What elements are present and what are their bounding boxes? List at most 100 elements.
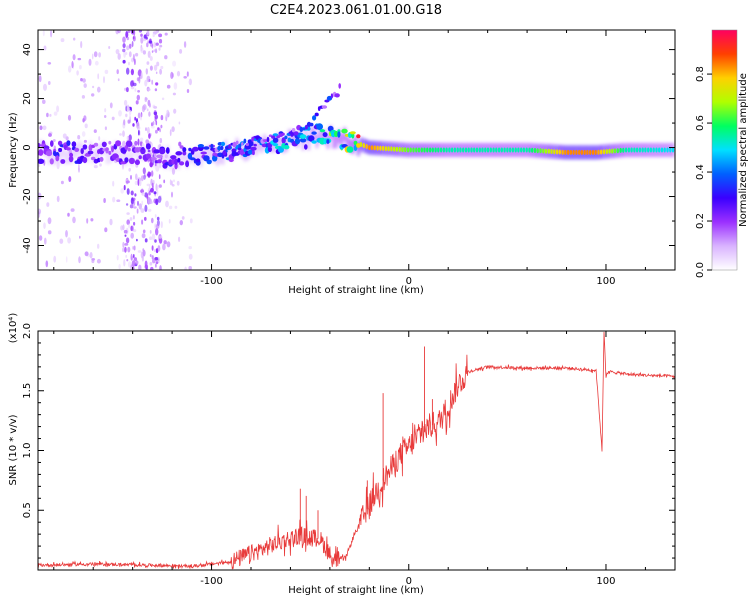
- noise-speckle: [49, 113, 52, 117]
- noise-speckle: [70, 208, 75, 212]
- track-mark: [145, 153, 151, 159]
- track-mark: [404, 147, 407, 153]
- y-tick-label: 0: [22, 144, 33, 150]
- noise-speckle: [159, 128, 162, 133]
- track-halo: [141, 147, 145, 162]
- track-mark: [641, 147, 644, 153]
- noise-speckle: [67, 212, 70, 217]
- track-mark: [38, 142, 41, 148]
- noise-speckle: [130, 253, 133, 261]
- noise-speckle: [142, 167, 146, 175]
- branch-mark: [321, 105, 328, 109]
- noise-speckle: [123, 185, 126, 191]
- noise-speckle: [149, 236, 153, 240]
- track-halo: [191, 148, 195, 163]
- noise-speckle: [176, 70, 181, 77]
- track-mark: [185, 161, 190, 168]
- noise-speckle: [146, 30, 150, 36]
- noise-speckle: [122, 48, 126, 53]
- track-mark: [470, 147, 473, 153]
- noise-speckle: [158, 235, 163, 239]
- noise-speckle: [133, 245, 136, 251]
- track-mark: [376, 145, 379, 151]
- track-mark: [531, 147, 534, 153]
- track-mark: [428, 147, 432, 153]
- track-mark: [478, 147, 481, 153]
- noise-speckle: [171, 167, 176, 175]
- noise-speckle: [86, 218, 89, 224]
- track-mark: [669, 147, 672, 153]
- noise-speckle: [91, 259, 95, 264]
- branch-mark: [334, 93, 340, 98]
- noise-speckle: [122, 36, 126, 43]
- branch-mark: [284, 135, 288, 140]
- noise-speckles: [38, 30, 193, 270]
- track-mark: [647, 147, 650, 153]
- noise-speckle: [144, 204, 148, 212]
- track-mark: [337, 131, 341, 138]
- noise-speckle: [137, 71, 140, 76]
- track-mark: [622, 147, 625, 153]
- track-mark: [197, 144, 204, 148]
- noise-speckle: [151, 79, 154, 85]
- branch-mark: [266, 136, 270, 143]
- noise-speckle: [171, 191, 173, 198]
- noise-speckle: [125, 237, 130, 244]
- noise-speckle: [157, 245, 161, 252]
- noise-speckle: [135, 173, 138, 181]
- noise-speckle: [67, 114, 72, 121]
- noise-speckle: [139, 137, 144, 142]
- track-mark: [272, 143, 279, 147]
- noise-speckle: [127, 119, 131, 124]
- noise-speckle: [156, 188, 159, 196]
- track-mark: [151, 157, 157, 161]
- noise-speckle: [178, 141, 182, 147]
- noise-speckle: [67, 237, 71, 244]
- noise-speckle: [153, 111, 158, 116]
- noise-speckle: [147, 88, 151, 91]
- y-tick-label: 2.0: [22, 323, 33, 339]
- noise-speckle: [157, 256, 160, 264]
- track-mark: [497, 147, 501, 153]
- y-tick-label: 40: [22, 43, 33, 56]
- noise-speckle: [129, 109, 132, 116]
- track-mark: [200, 151, 207, 155]
- noise-speckle: [151, 50, 154, 53]
- noise-speckle: [68, 65, 72, 73]
- track-mark: [500, 147, 503, 153]
- noise-speckle: [154, 239, 157, 243]
- noise-speckle: [94, 60, 99, 66]
- track-halo: [271, 138, 275, 153]
- noise-speckle: [122, 59, 126, 64]
- track-halo: [108, 149, 112, 164]
- noise-speckle: [138, 264, 142, 270]
- noise-speckle: [173, 179, 175, 183]
- noise-speckle: [145, 68, 148, 75]
- noise-speckle: [80, 41, 83, 49]
- noise-speckle: [157, 195, 162, 203]
- noise-speckle: [158, 47, 161, 51]
- noise-speckle: [147, 40, 150, 44]
- noise-speckle: [155, 223, 160, 229]
- noise-speckle: [48, 133, 52, 137]
- track-mark: [311, 140, 317, 144]
- noise-speckle: [126, 45, 130, 51]
- noise-speckle: [137, 112, 141, 119]
- track-mark: [450, 147, 454, 153]
- noise-speckle: [130, 175, 132, 180]
- noise-speckle: [134, 258, 138, 262]
- track-mark: [431, 147, 434, 153]
- branch-mark: [262, 139, 268, 143]
- track-mark: [663, 147, 666, 153]
- branch-mark: [272, 137, 279, 143]
- noise-speckle: [72, 216, 76, 224]
- noise-speckle: [134, 193, 137, 197]
- noise-speckle: [127, 30, 131, 33]
- noise-speckle: [125, 254, 128, 258]
- track-mark: [522, 147, 526, 153]
- noise-speckle: [135, 260, 139, 265]
- noise-speckle: [126, 104, 130, 112]
- noise-speckle: [152, 258, 156, 264]
- noise-speckle: [142, 50, 146, 55]
- track-mark: [658, 147, 661, 153]
